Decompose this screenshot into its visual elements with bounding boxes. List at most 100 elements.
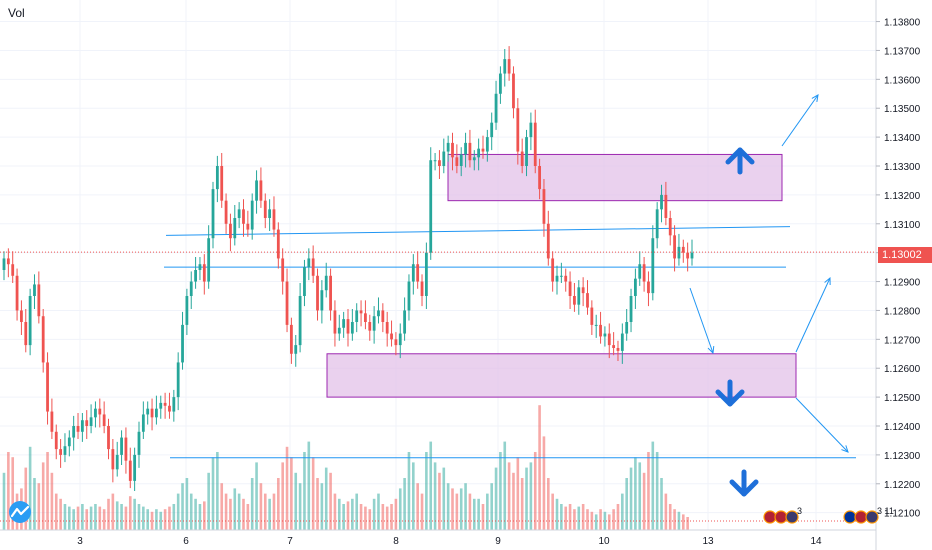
volume-bar	[250, 478, 254, 530]
volume-bar	[50, 472, 54, 530]
candle-body	[451, 142, 454, 158]
candle-body	[355, 310, 359, 322]
candle-body	[76, 426, 80, 432]
candle-body	[303, 267, 306, 296]
candle-body	[111, 449, 115, 470]
candle-body	[442, 151, 446, 166]
volume-bar	[207, 472, 210, 530]
volume-bar	[638, 462, 642, 530]
volume-bar	[246, 504, 250, 530]
candle-body	[398, 333, 402, 346]
volume-indicator-label[interactable]: Vol	[8, 6, 25, 20]
candle-body	[333, 310, 337, 334]
candle-body	[642, 264, 646, 282]
candle-body	[94, 408, 97, 418]
volume-bar	[577, 506, 581, 530]
candle-body	[246, 223, 250, 230]
candle-body	[686, 252, 690, 259]
candle-body	[220, 166, 224, 201]
candle-body	[577, 287, 581, 305]
candle-body	[420, 281, 424, 296]
candle-body	[85, 420, 89, 426]
volume-bar	[486, 493, 489, 530]
volume-bar	[594, 514, 598, 530]
volume-bar	[255, 462, 258, 530]
volume-bar	[599, 509, 602, 530]
volume-bar	[298, 483, 302, 530]
volume-bar	[98, 506, 102, 530]
volume-bar	[7, 452, 10, 530]
candle-body	[215, 166, 219, 190]
arrow-up-icon	[725, 147, 755, 175]
volume-bar	[76, 506, 80, 530]
candle-body	[211, 189, 215, 239]
candle-body	[372, 316, 376, 331]
candle-body	[307, 258, 311, 268]
volume-bar	[316, 478, 319, 530]
candle-body	[46, 362, 49, 412]
volume-bar	[516, 457, 520, 530]
candle-body	[37, 284, 41, 317]
volume-bar	[224, 493, 228, 530]
drawing-annotations[interactable]	[164, 94, 856, 497]
volume-bar	[333, 493, 337, 530]
volume-bar	[455, 493, 459, 530]
candle-body	[546, 223, 550, 259]
volume-bar	[477, 498, 480, 530]
volume-bar	[168, 506, 171, 530]
volume-bar	[220, 483, 224, 530]
candle-body	[20, 310, 23, 322]
projection-arrow-bounce	[795, 277, 831, 353]
candle-body	[189, 281, 193, 296]
candle-body	[50, 411, 54, 432]
x-tick-label: 3	[77, 536, 83, 547]
volume-bar	[176, 493, 180, 530]
candle-body	[551, 258, 555, 282]
volume-bar	[242, 498, 245, 530]
volume-bar	[81, 504, 84, 530]
volume-bar	[155, 509, 158, 530]
y-tick-label: 1.13500	[884, 104, 921, 115]
candle-body	[324, 275, 328, 291]
candle-body	[281, 258, 285, 282]
candle-body	[542, 189, 546, 224]
candle-body	[381, 310, 385, 322]
candle-body	[438, 160, 441, 166]
volume-bar	[102, 509, 106, 530]
candle-body	[446, 142, 450, 152]
volume-bar	[538, 405, 541, 530]
candle-body	[72, 426, 76, 438]
volume-bar	[512, 472, 515, 530]
volume-bar	[320, 483, 324, 530]
last-price-badge: 1.13002	[878, 247, 932, 263]
candle-body	[155, 408, 158, 418]
candle-body	[294, 345, 298, 354]
candle-body	[28, 296, 32, 346]
volume-bar	[381, 504, 385, 530]
y-tick-label: 1.12700	[884, 335, 921, 346]
candle-body	[59, 449, 63, 455]
volume-bar	[307, 441, 311, 530]
candle-body	[181, 324, 184, 363]
x-tick-label: 8	[393, 536, 399, 547]
volume-bar	[403, 478, 406, 530]
y-tick-label: 1.13400	[884, 133, 921, 144]
y-tick-label: 1.12600	[884, 364, 921, 375]
volume-series	[2, 405, 689, 530]
candle-body	[555, 275, 559, 282]
candlestick-series	[2, 46, 694, 491]
candle-body	[159, 402, 163, 409]
volume-bar	[142, 506, 145, 530]
candle-body	[237, 209, 241, 218]
candle-body	[11, 264, 15, 276]
volume-bar	[673, 509, 676, 530]
volume-bar	[520, 478, 524, 530]
candle-body	[259, 180, 263, 201]
candle-body	[276, 229, 280, 259]
projection-arrow-to-support	[689, 287, 714, 354]
volume-bar	[172, 504, 176, 530]
volume-bar	[681, 514, 685, 530]
candle-body	[268, 209, 272, 218]
volume-bar	[442, 467, 446, 530]
